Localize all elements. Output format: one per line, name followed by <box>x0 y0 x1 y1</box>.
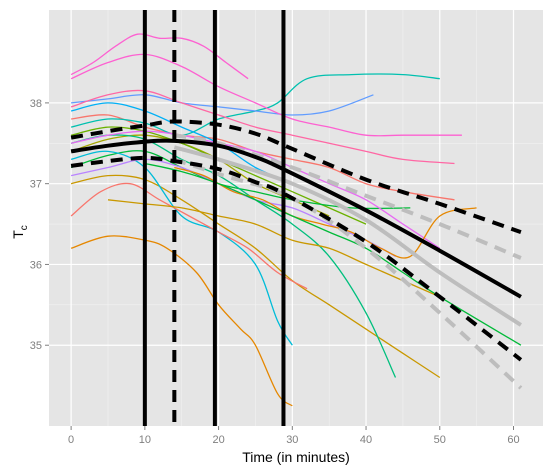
x-tick-label: 50 <box>434 434 446 446</box>
y-tick-label: 35 <box>30 340 42 352</box>
y-axis-title: Tc <box>10 225 30 239</box>
x-tick-label: 20 <box>212 434 224 446</box>
x-axis-ticks: 0 10 20 30 40 50 60 <box>68 426 520 446</box>
subject-line-2 <box>70 235 293 407</box>
y-axis-ticks: 35 36 37 38 <box>30 98 49 352</box>
fitted-line-lower <box>70 155 523 362</box>
y-axis-title-base: T <box>10 230 26 239</box>
subject-line-13 <box>70 130 441 249</box>
subject-line-14 <box>70 53 462 137</box>
fitted-line-fit-alt <box>173 145 522 327</box>
fitted-line-fit <box>70 138 522 299</box>
vertical-lines-layer <box>142 10 286 426</box>
x-axis-title: Time (in minutes) <box>242 449 350 465</box>
y-axis-title-subscript: c <box>19 225 30 230</box>
x-tick-label: 60 <box>507 434 519 446</box>
fitted-line-lower-alt <box>173 157 523 390</box>
fitted-line-upper-alt <box>173 133 522 260</box>
subject-line-15 <box>70 89 455 165</box>
subject-line-16 <box>70 182 308 290</box>
subject-line-19 <box>70 33 249 80</box>
fitted-line-upper <box>70 119 522 234</box>
subject-line-9 <box>70 150 293 346</box>
x-tick-label: 10 <box>139 434 151 446</box>
subject-line-11 <box>71 94 374 116</box>
y-tick-label: 37 <box>30 179 42 191</box>
x-tick-label: 40 <box>360 434 372 446</box>
subject-line-17 <box>174 166 477 259</box>
subject-line-7 <box>70 134 397 378</box>
y-tick-label: 36 <box>30 259 42 271</box>
svg-text:Tc: Tc <box>10 225 30 239</box>
x-tick-label: 0 <box>68 434 74 446</box>
subject-line-20 <box>107 199 441 298</box>
y-tick-label: 38 <box>30 98 42 110</box>
fitted-lines-layer <box>70 119 523 390</box>
x-tick-label: 30 <box>286 434 298 446</box>
